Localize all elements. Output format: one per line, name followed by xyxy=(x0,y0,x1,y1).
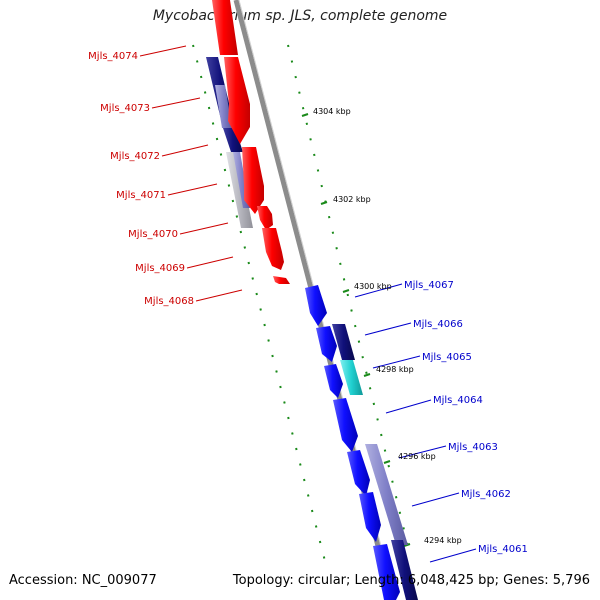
cog-block xyxy=(215,85,232,128)
cog-feature-track xyxy=(206,57,418,600)
scale-tick xyxy=(301,113,309,117)
scale-label: 4294 kbp xyxy=(424,536,462,545)
gene-arrow-mjls-4063[interactable] xyxy=(347,450,370,496)
gene-arrow-mjls-4073[interactable] xyxy=(224,57,250,144)
gene-label-right[interactable]: Mjls_4066 xyxy=(413,319,463,330)
gene-label-left[interactable]: Mjls_4072 xyxy=(110,151,160,162)
gene-label-right[interactable]: Mjls_4061 xyxy=(478,544,528,555)
gene-arrow-mjls-4066[interactable] xyxy=(316,326,337,362)
left-gene-labels: Mjls_4074 Mjls_4073 Mjls_4072 Mjls_4071 … xyxy=(88,51,194,307)
cog-block xyxy=(332,324,355,360)
gene-arrow-mjls-4074[interactable] xyxy=(212,0,238,55)
gene-label-left[interactable]: Mjls_4068 xyxy=(144,296,194,307)
gene-arrow-mjls-4065[interactable] xyxy=(324,364,343,398)
gene-label-left[interactable]: Mjls_4074 xyxy=(88,51,138,62)
gene-label-right[interactable]: Mjls_4067 xyxy=(404,280,454,291)
reverse-strand-genes xyxy=(212,0,290,284)
scale-label: 4298 kbp xyxy=(376,365,414,374)
right-gene-labels: Mjls_4067 Mjls_4066 Mjls_4065 Mjls_4064 … xyxy=(404,280,528,555)
gene-arrow-mjls-4067[interactable] xyxy=(305,285,327,326)
scale-label: 4296 kbp xyxy=(398,452,436,461)
cog-block xyxy=(223,128,243,152)
scale-label: 4300 kbp xyxy=(354,282,392,291)
gene-arrow-mjls-4071[interactable] xyxy=(257,206,273,230)
cog-block xyxy=(340,360,363,395)
forward-strand-genes xyxy=(305,285,400,600)
scale-labels: 4304 kbp 4302 kbp 4300 kbp 4298 kbp 4296… xyxy=(313,107,462,545)
right-leader-lines xyxy=(354,283,477,563)
cog-block xyxy=(226,152,253,228)
scale-ticks xyxy=(301,113,411,547)
gene-label-right[interactable]: Mjls_4062 xyxy=(461,489,511,500)
scale-tick xyxy=(383,460,391,464)
gene-label-right[interactable]: Mjls_4064 xyxy=(433,395,483,406)
scale-tick xyxy=(363,373,371,377)
gene-arrow-mjls-4062[interactable] xyxy=(359,492,381,542)
scale-label: 4304 kbp xyxy=(313,107,351,116)
gene-arrow-mjls-4070[interactable] xyxy=(262,228,284,270)
gene-label-right[interactable]: Mjls_4065 xyxy=(422,352,472,363)
cog-block xyxy=(391,540,418,600)
scale-label: 4302 kbp xyxy=(333,195,371,204)
gene-arrow-mjls-4072[interactable] xyxy=(242,147,264,214)
scale-tick xyxy=(342,289,350,293)
genome-summary: Topology: circular; Length: 6,048,425 bp… xyxy=(232,573,590,588)
gene-arrow-mjls-4064[interactable] xyxy=(333,398,358,452)
gene-label-right[interactable]: Mjls_4063 xyxy=(448,442,498,453)
accession-label: Accession: NC_009077 xyxy=(9,573,157,588)
gene-arrow-mjls-4069[interactable] xyxy=(273,276,290,284)
cog-block xyxy=(365,444,408,545)
gene-label-left[interactable]: Mjls_4071 xyxy=(116,190,166,201)
tick-track-inner-right xyxy=(287,44,411,556)
gene-label-left[interactable]: Mjls_4070 xyxy=(128,229,178,240)
gene-label-left[interactable]: Mjls_4073 xyxy=(100,103,150,114)
gene-label-left[interactable]: Mjls_4069 xyxy=(135,263,185,274)
left-leader-lines xyxy=(139,45,243,302)
scale-tick xyxy=(320,201,328,205)
gene-arrow-mjls-4061[interactable] xyxy=(373,544,400,600)
